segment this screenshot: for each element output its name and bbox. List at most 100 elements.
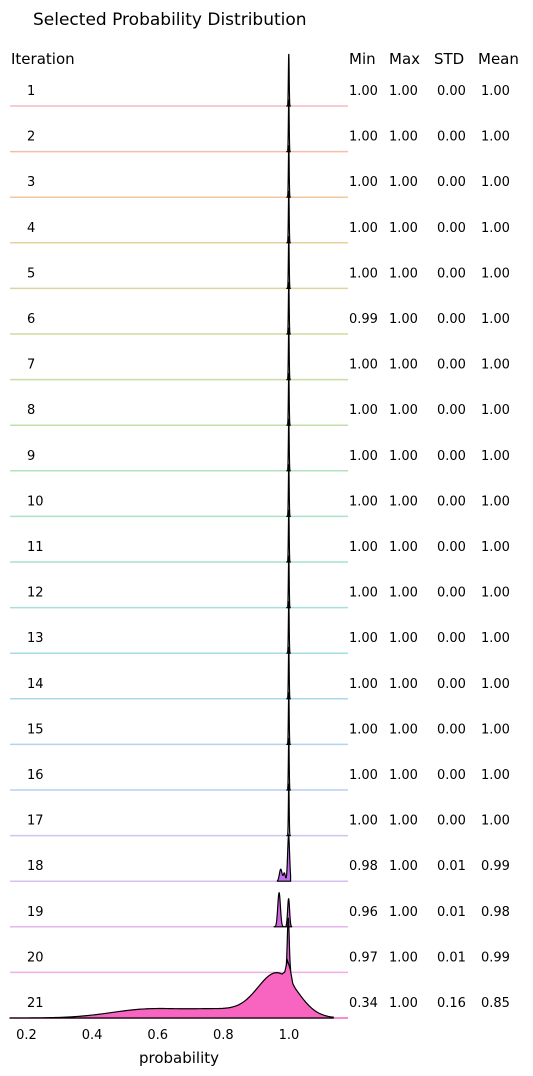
stat-max: 1.00 <box>389 814 418 829</box>
stat-max: 1.00 <box>389 677 418 692</box>
density-curve <box>286 190 291 244</box>
stat-max: 1.00 <box>389 130 418 145</box>
density-curve <box>286 327 291 381</box>
stat-mean: 1.00 <box>481 84 510 99</box>
stat-mean: 0.99 <box>481 950 510 965</box>
density-curve <box>286 783 291 837</box>
density-curve <box>286 418 291 472</box>
density-curve <box>286 737 291 791</box>
iteration-label: 12 <box>27 586 44 601</box>
iteration-label: 21 <box>27 996 44 1011</box>
density-curve <box>286 509 291 563</box>
stat-mean: 1.00 <box>481 449 510 464</box>
density-curve <box>286 692 291 745</box>
stat-std: 0.00 <box>437 768 466 783</box>
stat-min: 1.00 <box>349 358 378 373</box>
density-curve <box>286 646 291 700</box>
stat-mean: 1.00 <box>481 403 510 418</box>
iteration-label: 9 <box>27 449 35 464</box>
iteration-label: 6 <box>27 312 35 327</box>
stat-mean: 1.00 <box>481 175 510 190</box>
stat-min: 1.00 <box>349 586 378 601</box>
ridge-row-10: 10 1.00 1.00 0.00 1.00 <box>10 464 510 518</box>
density-curve <box>276 833 292 882</box>
stat-min: 0.96 <box>349 905 378 920</box>
density-curve <box>286 373 291 426</box>
stat-max: 1.00 <box>389 768 418 783</box>
stat-max: 1.00 <box>389 859 418 874</box>
stat-min: 1.00 <box>349 722 378 737</box>
stat-std: 0.01 <box>437 905 466 920</box>
ridge-row-2: 2 1.00 1.00 0.00 1.00 <box>10 99 510 153</box>
iteration-label: 16 <box>27 768 44 783</box>
iteration-label: 7 <box>27 358 35 373</box>
density-curve <box>286 464 291 517</box>
stat-mean: 0.85 <box>481 996 510 1011</box>
stat-std: 0.01 <box>437 950 466 965</box>
stat-std: 0.00 <box>437 722 466 737</box>
stat-std: 0.16 <box>437 996 466 1011</box>
ridge-row-21: 21 0.34 1.00 0.16 0.85 <box>9 958 510 1019</box>
ridge-row-14: 14 1.00 1.00 0.00 1.00 <box>10 646 510 700</box>
iteration-label: 19 <box>27 905 44 920</box>
iteration-label: 17 <box>27 814 44 829</box>
density-curve <box>286 145 291 198</box>
stat-std: 0.00 <box>437 449 466 464</box>
iteration-label: 20 <box>27 950 44 965</box>
stat-std: 0.00 <box>437 312 466 327</box>
stat-min: 1.00 <box>349 449 378 464</box>
stat-min: 1.00 <box>349 814 378 829</box>
stat-min: 1.00 <box>349 221 378 236</box>
x-tick-label: 0.4 <box>82 1028 103 1043</box>
stat-max: 1.00 <box>389 722 418 737</box>
ridge-row-17: 17 1.00 1.00 0.00 1.00 <box>10 783 510 837</box>
stat-std: 0.00 <box>437 130 466 145</box>
ridge-row-19: 19 0.96 1.00 0.01 0.98 <box>10 891 510 928</box>
ridge-row-18: 18 0.98 1.00 0.01 0.99 <box>10 833 510 882</box>
mean-header: Mean <box>478 50 519 68</box>
iteration-label: 5 <box>27 266 35 281</box>
density-curve <box>9 958 334 1019</box>
x-axis-label: probability <box>139 1049 219 1067</box>
stat-mean: 1.00 <box>481 266 510 281</box>
max-header: Max <box>389 50 420 68</box>
density-curve <box>273 891 293 928</box>
stat-mean: 1.00 <box>481 814 510 829</box>
chart-title: Selected Probability Distribution <box>33 10 307 30</box>
stat-mean: 1.00 <box>481 768 510 783</box>
stat-std: 0.00 <box>437 221 466 236</box>
iteration-header: Iteration <box>11 50 75 68</box>
stat-std: 0.00 <box>437 403 466 418</box>
density-curve <box>286 99 291 153</box>
ridge-row-8: 8 1.00 1.00 0.00 1.00 <box>10 373 510 426</box>
density-curve <box>286 601 291 654</box>
stat-max: 1.00 <box>389 312 418 327</box>
stat-mean: 0.99 <box>481 859 510 874</box>
stat-std: 0.00 <box>437 84 466 99</box>
x-tick-label: 1.0 <box>279 1028 300 1043</box>
stat-min: 1.00 <box>349 631 378 646</box>
stat-min: 0.99 <box>349 312 378 327</box>
iteration-label: 10 <box>27 494 44 509</box>
stat-min: 1.00 <box>349 175 378 190</box>
iteration-label: 18 <box>27 859 44 874</box>
stat-mean: 1.00 <box>481 130 510 145</box>
ridge-row-9: 9 1.00 1.00 0.00 1.00 <box>10 418 510 472</box>
ridge-row-4: 4 1.00 1.00 0.00 1.00 <box>10 190 510 244</box>
iteration-label: 8 <box>27 403 35 418</box>
x-tick-label: 0.6 <box>147 1028 168 1043</box>
ridge-rows: 1 1.00 1.00 0.00 1.002 1.00 1.00 0.00 1.003 1.00 1… <box>9 53 510 1019</box>
ridge-row-13: 13 1.00 1.00 0.00 1.00 <box>10 601 510 654</box>
ridge-row-15: 15 1.00 1.00 0.00 1.00 <box>10 692 510 746</box>
density-curve <box>286 555 291 609</box>
iteration-label: 14 <box>27 677 44 692</box>
stat-min: 1.00 <box>349 130 378 145</box>
stat-min: 1.00 <box>349 677 378 692</box>
ridge-row-20: 20 0.97 1.00 0.01 0.99 <box>10 917 510 974</box>
stat-min: 0.34 <box>349 996 378 1011</box>
stat-max: 1.00 <box>389 996 418 1011</box>
x-axis: 0.2 0.4 0.6 0.8 1.0 <box>16 1028 299 1043</box>
stat-min: 0.97 <box>349 950 378 965</box>
stat-min: 1.00 <box>349 403 378 418</box>
